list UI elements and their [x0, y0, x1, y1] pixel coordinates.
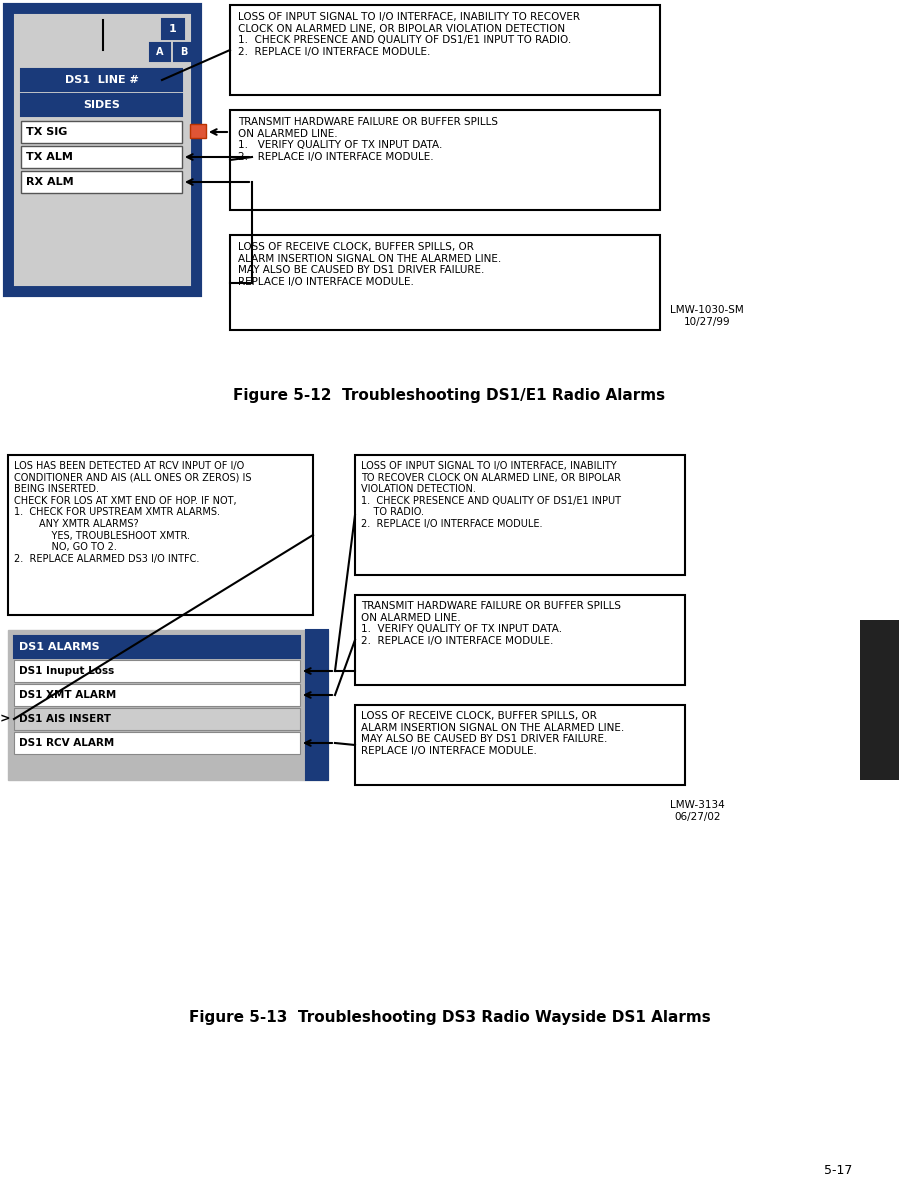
- Bar: [230, 5, 660, 95]
- Bar: [150, 43, 170, 61]
- Text: Figure 5-12  Troubleshooting DS1/E1 Radio Alarms: Figure 5-12 Troubleshooting DS1/E1 Radio…: [234, 389, 665, 403]
- Bar: [14, 637, 300, 658]
- Text: LOSS OF INPUT SIGNAL TO I/O INTERFACE, INABILITY TO RECOVER
CLOCK ON ALARMED LIN: LOSS OF INPUT SIGNAL TO I/O INTERFACE, I…: [238, 12, 580, 57]
- Bar: [8, 455, 313, 615]
- Text: DS1 XMT ALARM: DS1 XMT ALARM: [19, 690, 116, 700]
- Text: LOS HAS BEEN DETECTED AT RCV INPUT OF I/O
CONDITIONER AND AIS (ALL ONES OR ZEROS: LOS HAS BEEN DETECTED AT RCV INPUT OF I/…: [14, 461, 252, 564]
- Text: LMW-3134
06/27/02: LMW-3134 06/27/02: [670, 800, 725, 821]
- Text: TX ALM: TX ALM: [26, 153, 73, 162]
- Bar: [162, 19, 184, 39]
- Text: Figure 5-13  Troubleshooting DS3 Radio Wayside DS1 Alarms: Figure 5-13 Troubleshooting DS3 Radio Wa…: [189, 1010, 710, 1025]
- Bar: [174, 43, 194, 61]
- Text: LOSS OF INPUT SIGNAL TO I/O INTERFACE, INABILITY
TO RECOVER CLOCK ON ALARMED LIN: LOSS OF INPUT SIGNAL TO I/O INTERFACE, I…: [361, 461, 621, 529]
- Text: DS1  LINE #: DS1 LINE #: [65, 75, 138, 85]
- Bar: [21, 94, 182, 116]
- Text: LMW-1030-SM
10/27/99: LMW-1030-SM 10/27/99: [670, 305, 743, 327]
- Bar: [14, 708, 300, 730]
- Text: TRANSMIT HARDWARE FAILURE OR BUFFER SPILLS
ON ALARMED LINE.
1.   VERIFY QUALITY : TRANSMIT HARDWARE FAILURE OR BUFFER SPIL…: [238, 117, 498, 162]
- Text: SIDES: SIDES: [83, 100, 120, 110]
- Text: LOSS OF RECEIVE CLOCK, BUFFER SPILLS, OR
ALARM INSERTION SIGNAL ON THE ALARMED L: LOSS OF RECEIVE CLOCK, BUFFER SPILLS, OR…: [238, 242, 502, 287]
- Bar: [190, 124, 206, 138]
- Text: DS1 Inuput Loss: DS1 Inuput Loss: [19, 666, 114, 676]
- Bar: [14, 732, 300, 755]
- Bar: [306, 631, 328, 780]
- Text: TRANSMIT HARDWARE FAILURE OR BUFFER SPILLS
ON ALARMED LINE.
1.  VERIFY QUALITY O: TRANSMIT HARDWARE FAILURE OR BUFFER SPIL…: [361, 601, 621, 646]
- Bar: [355, 455, 685, 575]
- Text: >: >: [0, 713, 10, 726]
- Bar: [5, 5, 200, 294]
- Text: LOSS OF RECEIVE CLOCK, BUFFER SPILLS, OR
ALARM INSERTION SIGNAL ON THE ALARMED L: LOSS OF RECEIVE CLOCK, BUFFER SPILLS, OR…: [361, 710, 624, 756]
- Bar: [355, 595, 685, 685]
- Bar: [21, 122, 182, 143]
- Bar: [21, 69, 182, 91]
- Text: DS1 ALARMS: DS1 ALARMS: [19, 642, 100, 652]
- Bar: [21, 145, 182, 168]
- Bar: [15, 15, 190, 285]
- Text: B: B: [181, 46, 188, 57]
- Bar: [230, 235, 660, 330]
- Text: A: A: [156, 46, 164, 57]
- Bar: [355, 704, 685, 786]
- Bar: [14, 684, 300, 706]
- Text: RX ALM: RX ALM: [26, 176, 74, 187]
- Text: DS1 RCV ALARM: DS1 RCV ALARM: [19, 738, 114, 749]
- Text: TX SIG: TX SIG: [26, 128, 67, 137]
- Text: DS1 AIS INSERT: DS1 AIS INSERT: [19, 714, 111, 724]
- Text: 1: 1: [169, 24, 177, 35]
- Bar: [8, 631, 328, 780]
- Bar: [14, 660, 300, 682]
- Text: 5-17: 5-17: [824, 1165, 852, 1177]
- Bar: [21, 170, 182, 193]
- Bar: [860, 620, 899, 780]
- Bar: [230, 110, 660, 210]
